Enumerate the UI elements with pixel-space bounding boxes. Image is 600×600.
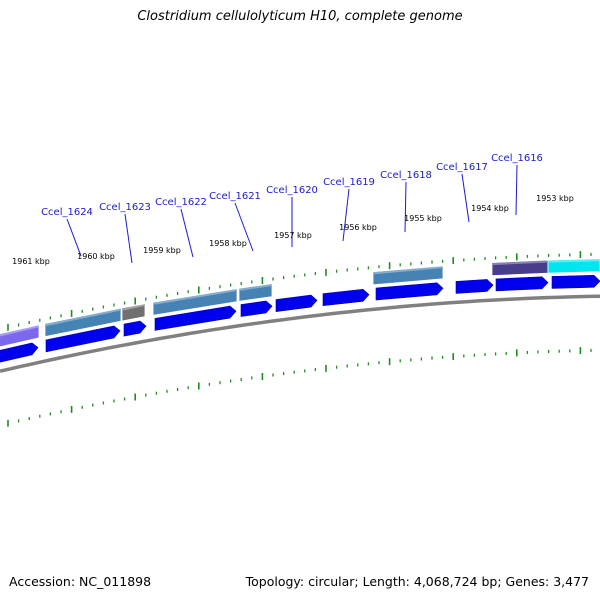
gene-callout-line — [342, 188, 350, 242]
feature-block-highlight — [373, 266, 443, 275]
cds-arrow — [0, 342, 39, 363]
gene-label[interactable]: Ccel_1620 — [266, 185, 318, 196]
gene-label[interactable]: Ccel_1622 — [155, 197, 207, 208]
gene-label[interactable]: Ccel_1623 — [99, 202, 151, 213]
kbp-label: 1957 kbp — [274, 231, 312, 240]
kbp-label: 1958 kbp — [209, 239, 247, 248]
genome-summary: Topology: circular; Length: 4,068,724 bp… — [245, 574, 589, 589]
kbp-label: 1956 kbp — [339, 223, 377, 232]
cds-track — [0, 274, 600, 363]
gene-label[interactable]: Ccel_1619 — [323, 177, 375, 188]
feature-block — [0, 324, 40, 348]
gene-label[interactable]: Ccel_1618 — [380, 170, 432, 181]
kbp-label: 1955 kbp — [404, 214, 442, 223]
outer-tick-track — [7, 251, 592, 331]
map-title: Clostridium cellulolyticum H10, complete… — [137, 9, 463, 24]
gene-callout-line — [66, 218, 82, 257]
feature-track — [0, 258, 600, 348]
gene-callout-line — [234, 202, 254, 252]
kbp-label: 1961 kbp — [12, 257, 50, 266]
feature-block — [121, 303, 146, 322]
feature-block — [238, 283, 273, 302]
cds-arrow — [322, 288, 370, 307]
gene-label[interactable]: Ccel_1624 — [41, 207, 93, 218]
cds-arrow — [123, 320, 147, 337]
cds-arrow — [45, 325, 121, 353]
cds-arrow — [240, 300, 273, 317]
gene-callout-line — [461, 173, 470, 223]
gene-label[interactable]: Ccel_1621 — [209, 191, 261, 202]
feature-block-highlight — [122, 304, 145, 311]
feature-block — [152, 288, 238, 316]
gene-label[interactable]: Ccel_1616 — [491, 153, 543, 164]
kbp-label: 1959 kbp — [143, 246, 181, 255]
feature-block — [44, 307, 122, 338]
gene-callout-line — [124, 213, 133, 264]
feature-block-highlight — [45, 308, 121, 327]
feature-block — [547, 258, 600, 274]
kbp-label: 1953 kbp — [536, 194, 574, 203]
gene-callout-line — [180, 208, 194, 258]
gene-callout-line — [515, 164, 518, 216]
kbp-label: 1954 kbp — [471, 204, 509, 213]
cds-arrow — [551, 274, 600, 289]
feature-block-highlight — [239, 284, 272, 291]
kbp-label: 1960 kbp — [77, 252, 115, 261]
gene-callout-line — [404, 181, 407, 233]
gene-label[interactable]: Ccel_1617 — [436, 162, 488, 173]
cds-arrow — [275, 294, 318, 312]
kbp-scale-labels: 1961 kbp 1960 kbp 1959 kbp 1958 kbp 1957 kbp… — [12, 194, 574, 266]
feature-block — [372, 265, 444, 286]
inner-tick-track — [7, 347, 592, 427]
feature-block-highlight — [0, 325, 39, 337]
cds-arrow — [495, 276, 549, 292]
feature-block-highlight — [492, 260, 548, 266]
cds-arrow — [375, 282, 444, 301]
feature-block-highlight — [153, 289, 237, 305]
cds-arrow — [455, 279, 494, 294]
cds-arrow — [154, 305, 237, 331]
genome-backbone — [0, 294, 600, 373]
feature-block-highlight — [548, 259, 600, 263]
accession-label: Accession: NC_011898 — [9, 574, 152, 589]
